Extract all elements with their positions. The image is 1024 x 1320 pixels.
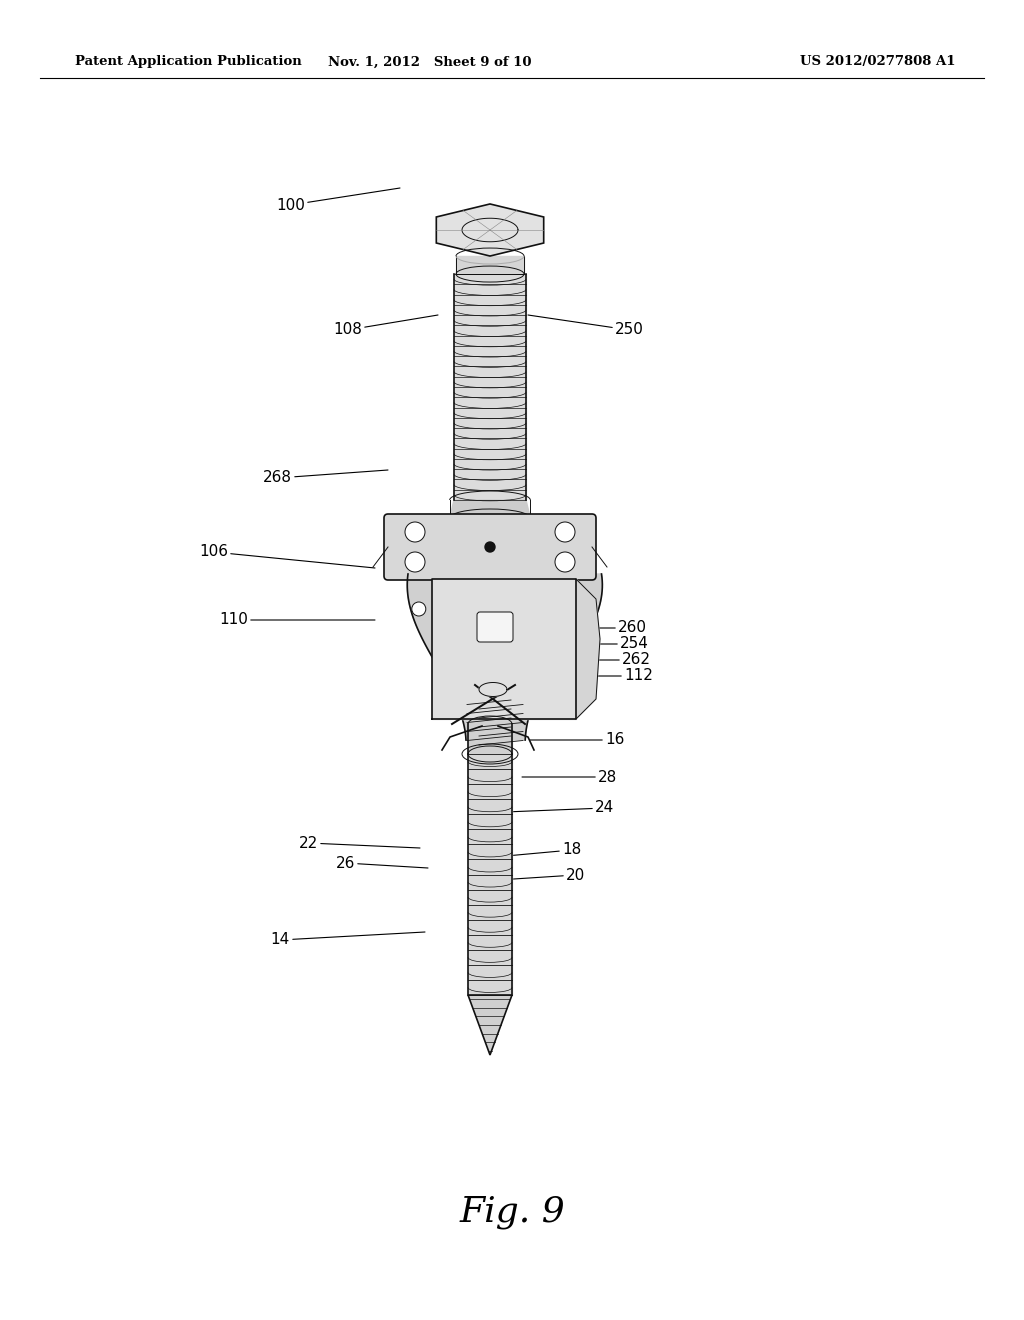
- Polygon shape: [436, 205, 544, 256]
- Text: 268: 268: [263, 470, 388, 486]
- FancyBboxPatch shape: [477, 612, 513, 642]
- Text: 26: 26: [336, 855, 428, 870]
- Polygon shape: [456, 256, 524, 275]
- Text: 254: 254: [548, 636, 649, 652]
- FancyBboxPatch shape: [384, 513, 596, 579]
- Polygon shape: [468, 995, 512, 1055]
- Text: 112: 112: [552, 668, 653, 684]
- Circle shape: [406, 521, 425, 543]
- Polygon shape: [454, 275, 526, 500]
- Circle shape: [406, 552, 425, 572]
- Text: 262: 262: [550, 652, 651, 668]
- Text: Nov. 1, 2012   Sheet 9 of 10: Nov. 1, 2012 Sheet 9 of 10: [329, 55, 531, 69]
- Text: 106: 106: [199, 544, 375, 568]
- Text: 20: 20: [498, 867, 586, 883]
- Text: 250: 250: [528, 315, 644, 338]
- Polygon shape: [479, 682, 507, 697]
- Circle shape: [485, 543, 495, 552]
- Text: 18: 18: [495, 842, 582, 858]
- Polygon shape: [450, 500, 530, 517]
- Text: 24: 24: [505, 800, 614, 816]
- Polygon shape: [408, 574, 602, 741]
- Text: 260: 260: [546, 620, 647, 635]
- Circle shape: [555, 552, 575, 572]
- Text: 108: 108: [333, 315, 438, 338]
- Text: 16: 16: [530, 733, 625, 747]
- Text: US 2012/0277808 A1: US 2012/0277808 A1: [800, 55, 955, 69]
- Polygon shape: [468, 723, 512, 754]
- Circle shape: [412, 602, 426, 616]
- Text: 14: 14: [270, 932, 425, 948]
- Polygon shape: [432, 579, 575, 719]
- Text: 110: 110: [219, 612, 375, 627]
- Text: Patent Application Publication: Patent Application Publication: [75, 55, 302, 69]
- Text: 28: 28: [522, 770, 617, 784]
- Text: 100: 100: [276, 187, 400, 213]
- Text: Fig. 9: Fig. 9: [459, 1195, 565, 1229]
- Text: 22: 22: [299, 836, 420, 850]
- Polygon shape: [468, 754, 512, 995]
- Circle shape: [555, 521, 575, 543]
- Polygon shape: [575, 579, 600, 719]
